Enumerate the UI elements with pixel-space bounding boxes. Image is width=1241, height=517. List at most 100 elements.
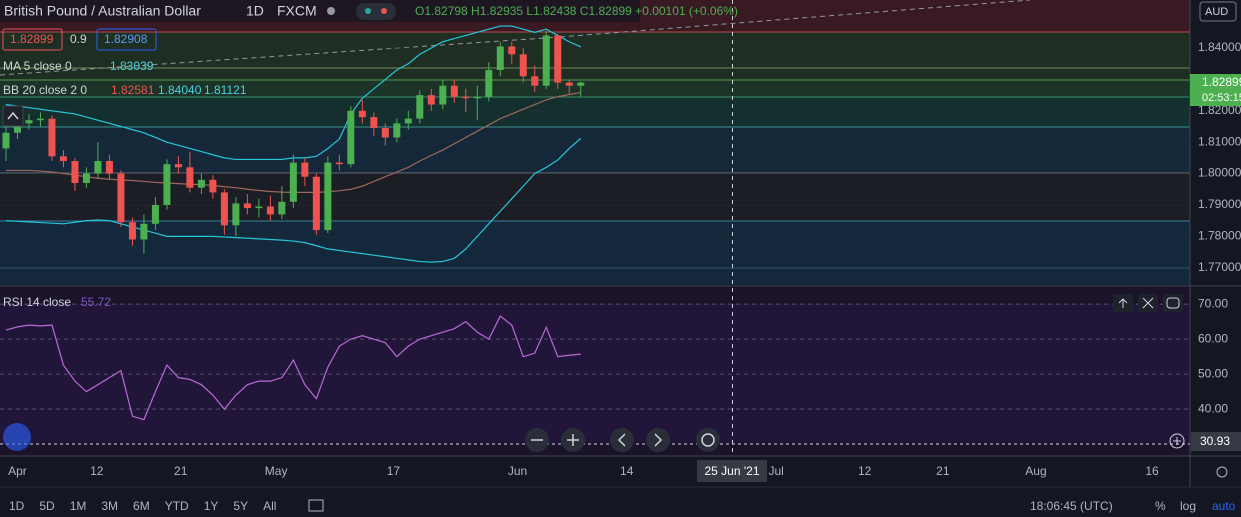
candle-body — [36, 118, 44, 121]
candle-body — [174, 164, 182, 168]
y-tick-label: 70.00 — [1198, 296, 1228, 310]
range-button[interactable]: All — [263, 499, 276, 513]
y-tick-label: 1.79000 — [1198, 197, 1241, 211]
range-button[interactable]: 6M — [133, 499, 150, 513]
x-tick-label: 12 — [90, 464, 104, 478]
reset[interactable] — [696, 428, 720, 452]
trend-line — [559, 0, 1031, 38]
crosshair-date-tag — [697, 460, 767, 482]
zone — [0, 173, 1190, 221]
candle-body — [13, 123, 21, 133]
add-button[interactable] — [1169, 433, 1185, 449]
icon — [1142, 297, 1154, 309]
maximize[interactable] — [1163, 294, 1183, 312]
nav-controls — [3, 423, 1185, 452]
crosshair-value: 30.93 — [1200, 434, 1230, 448]
zone — [0, 32, 1190, 80]
candle-body — [565, 82, 573, 86]
candle-body — [117, 173, 125, 223]
ma-name: MA 5 close 0 — [3, 59, 72, 73]
candle-body — [2, 132, 10, 149]
x-tick-label: 17 — [387, 464, 401, 478]
status-pill — [356, 3, 396, 20]
icon — [327, 7, 335, 15]
buy-box[interactable] — [96, 28, 157, 51]
zone — [0, 97, 1190, 127]
scroll-right[interactable] — [646, 428, 670, 452]
last-price-tag — [1190, 74, 1241, 106]
status-dot — [365, 8, 371, 14]
candle-body — [554, 35, 562, 83]
logo[interactable] — [3, 423, 31, 451]
candle-body — [48, 118, 56, 157]
x-tick-label: 21 — [936, 464, 950, 478]
candle-body — [335, 162, 343, 165]
interval: 1D — [246, 3, 264, 19]
sell-box[interactable] — [2, 28, 63, 51]
range-button[interactable]: 1Y — [204, 499, 219, 513]
range-button[interactable]: 5Y — [233, 499, 248, 513]
currency[interactable]: AUD — [1205, 6, 1228, 18]
candle-body — [531, 76, 539, 86]
y-tick-label: 1.84000 — [1198, 40, 1241, 54]
candle-body — [209, 179, 217, 193]
percent[interactable]: % — [1155, 499, 1166, 513]
y-tick-label: 60.00 — [1198, 331, 1228, 345]
scroll-left[interactable] — [610, 428, 634, 452]
log[interactable]: log — [1180, 499, 1196, 513]
candle-body — [324, 162, 332, 231]
x-tick-label: 14 — [620, 464, 634, 478]
ask[interactable]: 1.82908 — [104, 32, 148, 46]
last-price: 1.82899 — [1202, 75, 1241, 89]
icon — [617, 433, 626, 447]
candle-body — [59, 156, 67, 162]
zone — [0, 221, 1190, 285]
candle-body — [301, 162, 309, 177]
settings[interactable] — [1216, 466, 1228, 478]
candle-body — [485, 69, 493, 97]
icon — [1166, 297, 1180, 309]
range-button[interactable]: 5D — [39, 499, 55, 513]
x-tick-label: 12 — [858, 464, 872, 478]
icon — [1118, 298, 1128, 308]
candle-body — [94, 161, 102, 174]
candle-body — [312, 176, 320, 231]
candle-body — [508, 46, 516, 55]
candle-body — [519, 54, 527, 77]
x-tick-label: Jun — [508, 464, 527, 478]
auto[interactable]: auto — [1212, 499, 1236, 513]
candle-body — [370, 117, 378, 129]
candle-body — [404, 118, 412, 124]
collapse-button[interactable] — [2, 105, 24, 127]
status-dot — [381, 8, 387, 14]
currency-box[interactable] — [1199, 1, 1237, 22]
candle-body — [186, 167, 194, 188]
candle-body — [140, 223, 148, 240]
range-button[interactable]: 3M — [101, 499, 118, 513]
bb-lower — [5, 137, 582, 263]
x-tick-label: May — [265, 464, 288, 478]
x-tick-label: Jul — [768, 464, 783, 478]
range-button[interactable]: 1M — [70, 499, 87, 513]
x-tick-label: Apr — [8, 464, 27, 478]
date-range-icon[interactable] — [308, 499, 324, 512]
countdown: 02:53:15 — [1202, 92, 1241, 104]
candle-body — [278, 201, 286, 215]
range-button[interactable]: YTD — [165, 499, 189, 513]
candle-body — [25, 120, 33, 124]
range-button[interactable]: 1D — [9, 499, 25, 513]
bid[interactable]: 1.82899 — [10, 32, 54, 46]
candle-body — [542, 35, 550, 86]
zone-lines — [0, 31, 1190, 269]
candle-body — [450, 85, 458, 97]
candle-body — [105, 161, 113, 174]
exchange: FXCM — [277, 3, 317, 19]
header-bg — [0, 0, 640, 22]
candle-body — [439, 85, 447, 105]
bb-basis: 1.82581 — [111, 83, 155, 97]
clock: 18:06:45 (UTC) — [1030, 499, 1113, 513]
y-tick-label: 50.00 — [1198, 366, 1228, 380]
candle-body — [347, 110, 355, 165]
bb-name: BB 20 close 2 0 — [3, 83, 87, 97]
